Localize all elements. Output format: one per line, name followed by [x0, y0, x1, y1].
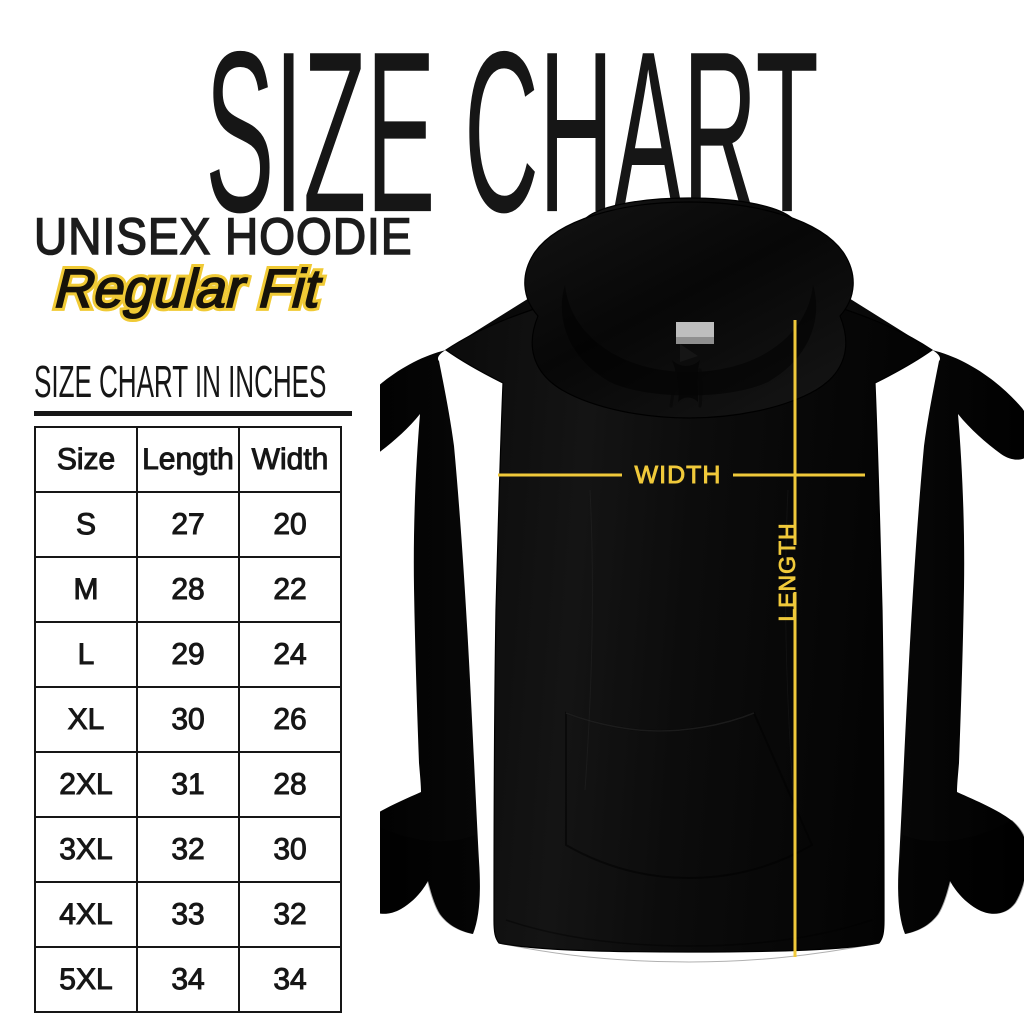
svg-text:WIDTH: WIDTH	[634, 461, 722, 489]
svg-text:LENGTH: LENGTH	[774, 522, 800, 621]
